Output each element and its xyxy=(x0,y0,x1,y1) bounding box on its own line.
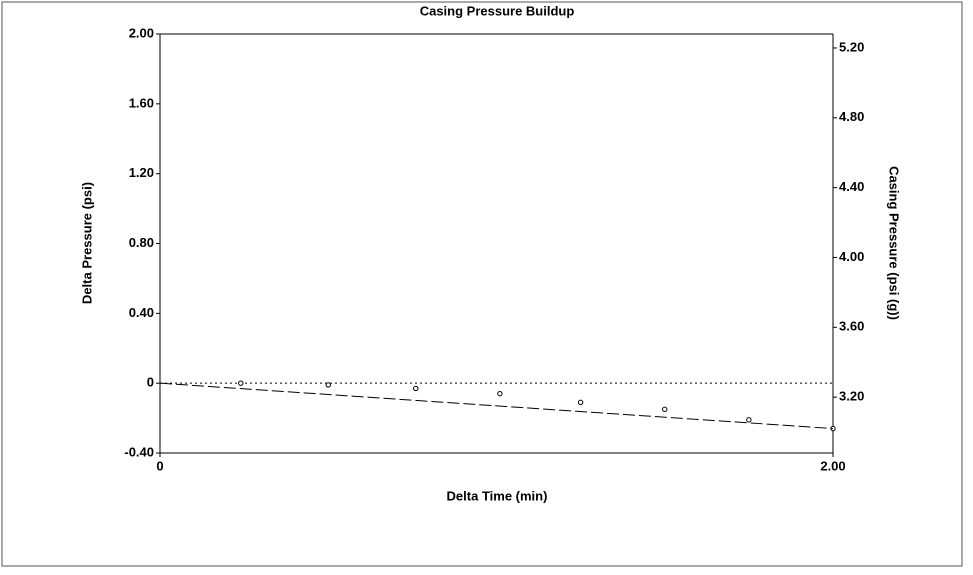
data-point xyxy=(497,390,503,397)
y2-tick-label: 3.60 xyxy=(839,319,864,334)
x-tick-label: 0 xyxy=(156,458,163,473)
y2-tick-label: 5.20 xyxy=(839,39,864,54)
y-tick-label: 0.80 xyxy=(129,235,154,250)
frame xyxy=(1,1,963,567)
y-tick-label: 2.00 xyxy=(129,25,154,40)
y2-tick-label: 4.00 xyxy=(839,249,864,264)
x-tick-label: 2.00 xyxy=(820,458,845,473)
data-point xyxy=(662,406,668,413)
y2-axis-label: Casing Pressure (psi (g)) xyxy=(887,166,902,320)
data-point xyxy=(746,417,752,423)
data-point xyxy=(325,382,331,388)
y-tick-label: 0 xyxy=(147,375,154,390)
x-axis-label: Delta Time (min) xyxy=(447,488,548,503)
y2-tick-label: 3.20 xyxy=(839,389,864,404)
y-axis-label: Delta Pressure (psi) xyxy=(79,182,94,304)
data-point xyxy=(238,380,244,386)
data-point xyxy=(577,399,584,406)
y-tick-label: 0.40 xyxy=(129,305,154,320)
y-tick-label: 1.60 xyxy=(129,95,154,110)
y-tick-label: -0.40 xyxy=(124,444,154,459)
y2-tick-label: 4.80 xyxy=(839,109,864,124)
data-point xyxy=(413,385,419,392)
fit-line xyxy=(159,382,834,430)
y-tick-label: 1.20 xyxy=(129,165,154,180)
y2-tick-label: 4.40 xyxy=(839,179,864,194)
chart-title: Casing Pressure Buildup xyxy=(420,3,575,18)
